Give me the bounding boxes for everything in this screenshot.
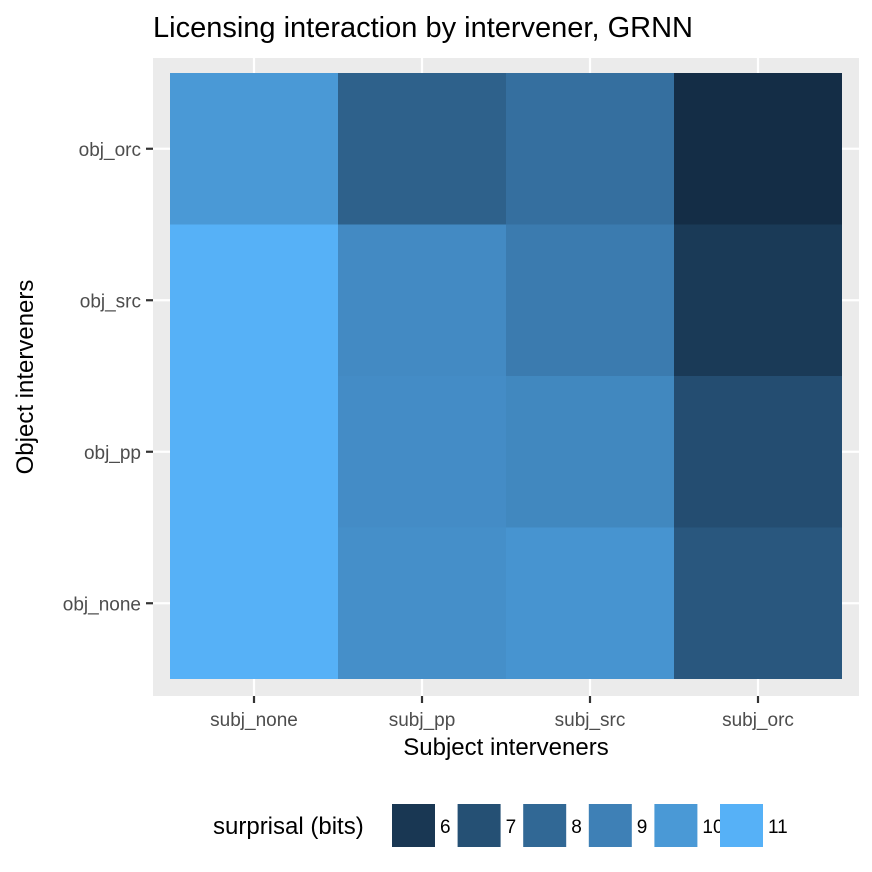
heatmap-tile-subj_pp-obj_pp — [338, 376, 506, 528]
heatmap-tile-subj_orc-obj_orc — [674, 73, 842, 225]
y-tick-label: obj_src — [80, 291, 141, 312]
legend-label: 7 — [506, 817, 517, 838]
legend: surprisal (bits) 6 7 8 9 10 11 — [213, 804, 788, 847]
heatmap-tile-subj_pp-obj_none — [338, 527, 506, 679]
legend-label: 8 — [571, 817, 582, 838]
heatmap-tile-subj_orc-obj_none — [674, 527, 842, 679]
legend-swatch — [654, 804, 698, 847]
legend-title: surprisal (bits) — [213, 813, 364, 840]
heatmap-tile-subj_pp-obj_orc — [338, 73, 506, 225]
y-axis: obj_none obj_pp obj_src obj_orc — [63, 140, 153, 615]
legend-label: 10 — [702, 817, 723, 838]
legend-label: 9 — [637, 817, 648, 838]
heatmap-tile-subj_src-obj_src — [506, 224, 674, 376]
legend-swatch — [523, 804, 567, 847]
heatmap-tile-subj_src-obj_pp — [506, 376, 674, 528]
x-tick-label: subj_none — [210, 710, 298, 731]
y-tick-label: obj_pp — [84, 443, 141, 464]
heatmap-tile-subj_none-obj_none — [170, 527, 338, 679]
heatmap-tile-subj_none-obj_pp — [170, 376, 338, 528]
heatmap-tiles — [170, 73, 842, 679]
y-axis-title: Object interveners — [12, 280, 39, 475]
y-tick-label: obj_none — [63, 594, 141, 615]
heatmap-tile-subj_orc-obj_pp — [674, 376, 842, 528]
legend-keys: 6 7 8 9 10 11 — [392, 804, 788, 847]
x-axis-title: Subject interveners — [403, 734, 608, 761]
heatmap-tile-subj_orc-obj_src — [674, 224, 842, 376]
x-tick-label: subj_src — [555, 710, 626, 731]
legend-swatch — [392, 804, 435, 847]
legend-swatch — [457, 804, 501, 847]
legend-label: 6 — [440, 817, 451, 838]
x-axis: subj_none subj_pp subj_src subj_orc — [210, 696, 794, 731]
legend-swatch — [720, 804, 763, 847]
heatmap-tile-subj_none-obj_orc — [170, 73, 338, 225]
heatmap-tile-subj_pp-obj_src — [338, 224, 506, 376]
chart-title: Licensing interaction by intervener, GRN… — [153, 12, 693, 44]
heatmap-tile-subj_none-obj_src — [170, 224, 338, 376]
legend-label: 11 — [768, 817, 788, 838]
x-tick-label: subj_orc — [722, 710, 794, 731]
x-tick-label: subj_pp — [389, 710, 456, 731]
heatmap-tile-subj_src-obj_orc — [506, 73, 674, 225]
y-tick-label: obj_orc — [79, 140, 141, 161]
legend-swatch — [588, 804, 632, 847]
heatmap-tile-subj_src-obj_none — [506, 527, 674, 679]
